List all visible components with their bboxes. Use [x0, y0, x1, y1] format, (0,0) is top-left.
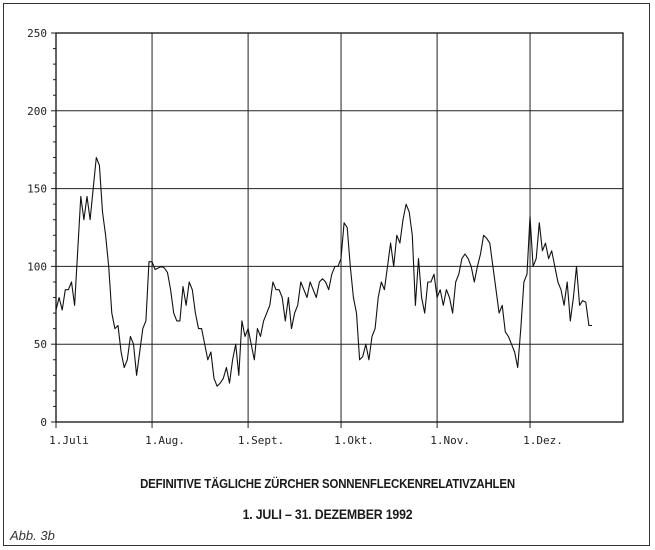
- x-tick-label-0: 1.Juli: [49, 434, 89, 447]
- x-tick-label-2: 1.Sept.: [238, 434, 284, 447]
- chart-tick-labels: 0 50 100 150 200 250 1.Juli 1.Aug. 1.Sept. 1.Okt.…: [27, 27, 563, 447]
- x-tick-label-3: 1.Okt.: [334, 434, 374, 447]
- figure-caption: Abb. 3b: [10, 528, 55, 543]
- chart-axes: [51, 32, 624, 428]
- chart-title-line2: 1. JULI – 31. DEZEMBER 1992: [242, 506, 413, 522]
- y-tick-label-150: 150: [27, 183, 47, 196]
- figure-frame: [3, 3, 650, 546]
- chart-series: [55, 156, 592, 387]
- chart-grid: [55, 32, 623, 423]
- y-tick-label-200: 200: [27, 105, 47, 118]
- chart-title-line1: DEFINITIVE TÄGLICHE ZÜRCHER SONNENFLECKE…: [140, 476, 515, 491]
- y-tick-label-0: 0: [40, 416, 47, 429]
- plot-border: [55, 32, 624, 423]
- sunspot-series-line-0: [55, 156, 592, 387]
- x-tick-label-5: 1.Dez.: [523, 434, 563, 447]
- y-tick-label-100: 100: [27, 260, 47, 273]
- y-tick-label-50: 50: [34, 338, 47, 351]
- y-tick-label-250: 250: [27, 27, 47, 40]
- x-tick-label-1: 1.Aug.: [145, 434, 185, 447]
- x-tick-label-4: 1.Nov.: [430, 434, 470, 447]
